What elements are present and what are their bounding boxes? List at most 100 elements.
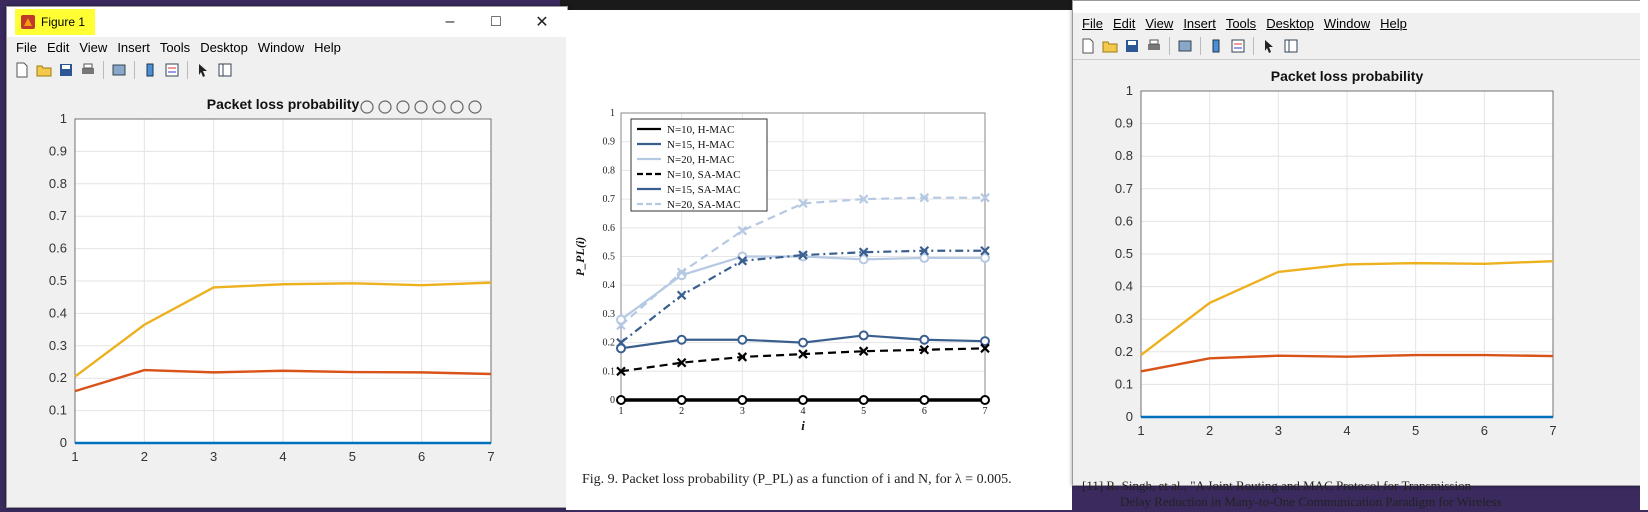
- minimize-button[interactable]: –: [445, 13, 455, 30]
- x-axis-label: i: [801, 418, 805, 433]
- matlab-logo-icon: [21, 15, 35, 29]
- print-icon[interactable]: [79, 61, 97, 79]
- title-bar-partial: [1073, 1, 1641, 13]
- toolbar-separator: [1253, 37, 1254, 55]
- home-icon[interactable]: [468, 100, 482, 114]
- new-figure-icon[interactable]: [1079, 37, 1097, 55]
- plot-title: Packet loss probability: [207, 96, 360, 112]
- plot-area: 1 2 3 4 5 6 7 0 0.1 0.2 0.3 0.4 0.5 0.6 0.7 0.8 0.9 1 Pack…: [1073, 61, 1641, 485]
- marker-x: [858, 194, 869, 204]
- pan-icon[interactable]: [414, 100, 428, 114]
- edit-plot-arrow-icon[interactable]: [194, 61, 212, 79]
- toolbar-separator: [1200, 37, 1201, 55]
- x-tick-label: 1: [619, 406, 624, 417]
- legend-icon[interactable]: [1229, 37, 1247, 55]
- marker-x: [737, 352, 748, 362]
- legend-entry: N=15, H-MAC: [667, 139, 734, 151]
- data-cursor-icon[interactable]: [378, 100, 392, 114]
- y-axis-label: P_PL(i): [573, 237, 587, 276]
- y-tick-label: 0.5: [1115, 246, 1133, 261]
- save-icon[interactable]: [1123, 37, 1141, 55]
- marker-x: [737, 256, 748, 266]
- close-button[interactable]: ✕: [535, 14, 549, 31]
- colorbar-icon[interactable]: [1207, 37, 1225, 55]
- y-tick-label: 0.7: [1115, 181, 1133, 196]
- zoom-out-icon[interactable]: [450, 100, 464, 114]
- toolbar-separator: [1169, 37, 1170, 55]
- x-tick-label: 6: [922, 406, 927, 417]
- marker-circle: [616, 395, 626, 405]
- link-plot-icon[interactable]: [110, 61, 128, 79]
- save-icon[interactable]: [57, 61, 75, 79]
- legend-icon[interactable]: [163, 61, 181, 79]
- marker-circle: [980, 336, 990, 347]
- property-inspector-icon[interactable]: [1282, 37, 1300, 55]
- legend-entry: N=10, SA-MAC: [667, 169, 740, 181]
- brush-icon[interactable]: [360, 100, 374, 114]
- menu-edit[interactable]: Edit: [1112, 15, 1136, 31]
- menu-tools[interactable]: Tools: [1225, 15, 1257, 31]
- series-line-yellow: [74, 281, 492, 378]
- zoom-in-icon[interactable]: [432, 100, 446, 114]
- menu-file[interactable]: File: [1082, 15, 1103, 31]
- marker-x: [858, 247, 869, 257]
- desktop-edge: [1640, 0, 1648, 510]
- menu-view[interactable]: View: [1145, 15, 1174, 31]
- open-file-icon[interactable]: [35, 61, 53, 79]
- plot-right[interactable]: 1 2 3 4 5 6 7 0 0.1 0.2 0.3 0.4 0.5 0.6 0.7 0.8 0.9 1 Pack…: [1073, 61, 1641, 471]
- marker-x: [919, 192, 930, 203]
- menu-tools[interactable]: Tools: [159, 39, 191, 55]
- marker-circle: [798, 395, 808, 405]
- marker-x: [737, 225, 748, 236]
- menu-desktop[interactable]: Desktop: [200, 39, 248, 55]
- open-file-icon[interactable]: [1101, 37, 1119, 55]
- y-tick-label: 0.4: [603, 280, 616, 291]
- rotate-icon[interactable]: [396, 100, 410, 114]
- x-tick-label: 2: [1206, 423, 1213, 438]
- plot-title: Packet loss probability: [1271, 68, 1424, 84]
- menu-window[interactable]: Window: [1323, 15, 1371, 31]
- y-tick-label: 0: [610, 395, 615, 406]
- menu-insert[interactable]: Insert: [117, 39, 150, 55]
- menu-window[interactable]: Window: [257, 39, 305, 55]
- menu-desktop[interactable]: Desktop: [1266, 15, 1314, 31]
- figure-toolbar: [7, 57, 567, 84]
- menu-help[interactable]: Help: [314, 39, 341, 55]
- link-plot-icon[interactable]: [1176, 37, 1194, 55]
- marker-circle: [919, 395, 930, 405]
- marker-x: [616, 337, 626, 348]
- maximize-button[interactable]: □: [491, 13, 501, 30]
- edit-plot-arrow-icon[interactable]: [1260, 37, 1278, 55]
- marker-x: [798, 250, 808, 260]
- series-line-orange: [1140, 353, 1554, 373]
- figure-window-right[interactable]: File Edit View Insert Tools Desktop Window Help…: [1072, 0, 1642, 486]
- marker-x: [616, 320, 626, 331]
- marker-circle: [676, 395, 687, 405]
- menu-help[interactable]: Help: [1380, 15, 1407, 31]
- marker-circle: [737, 334, 748, 345]
- x-tick-label: 5: [861, 406, 866, 417]
- reference-line-2: Delay Reduction in Many-to-One Communica…: [1120, 494, 1502, 509]
- figure-window-left[interactable]: Figure 1 – □ ✕ File Edit View Insert Tools De…: [6, 6, 568, 508]
- title-bar[interactable]: Figure 1 – □ ✕: [7, 7, 567, 37]
- marker-x: [919, 245, 930, 256]
- menu-insert[interactable]: Insert: [1183, 15, 1216, 31]
- plot-left[interactable]: 1 2 3 4 5 6 7 0 0.1 0.2 0.3 0.4 0.5 0.6 0.7 0.8 0.9 1 Pack…: [7, 83, 567, 507]
- menu-view[interactable]: View: [79, 39, 108, 55]
- y-tick-label: 0.1: [603, 366, 616, 377]
- print-icon[interactable]: [1145, 37, 1163, 55]
- y-tick-label: 0.2: [1115, 344, 1133, 359]
- colorbar-icon[interactable]: [141, 61, 159, 79]
- x-tick-label: 5: [1412, 423, 1419, 438]
- menu-file[interactable]: File: [16, 39, 37, 55]
- marker-circle: [798, 337, 808, 348]
- figure-caption: Fig. 9. Packet loss probability (P_PL) a…: [582, 472, 1012, 487]
- property-inspector-icon[interactable]: [216, 61, 234, 79]
- menu-edit[interactable]: Edit: [46, 39, 70, 55]
- x-tick-label: 4: [801, 406, 806, 417]
- new-figure-icon[interactable]: [13, 61, 31, 79]
- x-tick-label: 1: [71, 449, 78, 464]
- toolbar-separator: [187, 61, 188, 79]
- marker-circle: [616, 314, 626, 325]
- y-tick-label: 0.3: [1115, 311, 1133, 326]
